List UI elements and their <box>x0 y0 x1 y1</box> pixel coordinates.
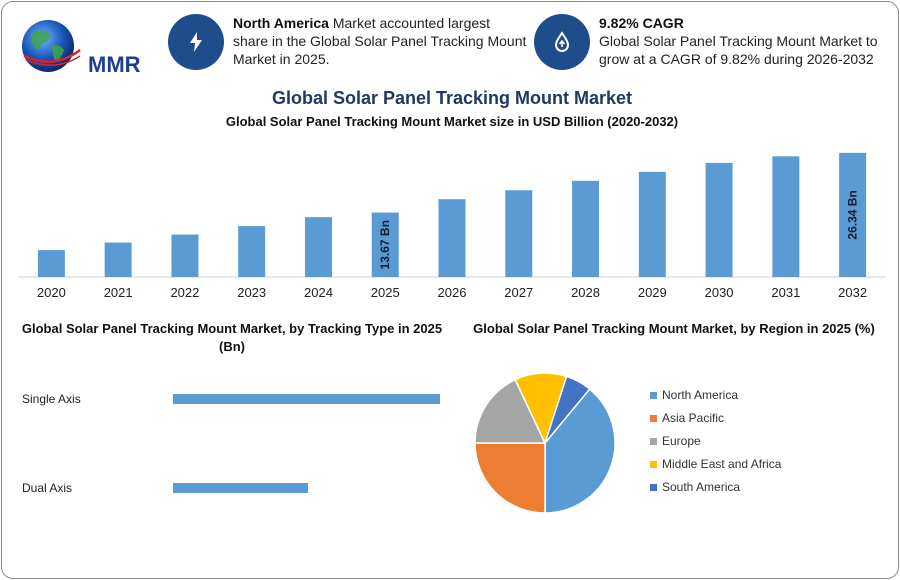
stat1-bold: North America <box>233 15 329 31</box>
bar-2024 <box>304 217 332 277</box>
growth-drop-icon <box>534 14 590 70</box>
stat1-text: North America Market accounted largest s… <box>233 14 528 68</box>
stat2-bold: 9.82% CAGR <box>599 15 684 31</box>
region-pie-title: Global Solar Panel Tracking Mount Market… <box>473 321 875 336</box>
pie-slice-europe <box>474 378 547 444</box>
bar-2028 <box>572 180 600 277</box>
x-tick-label: 2020 <box>37 285 66 300</box>
bar-2020 <box>37 250 65 277</box>
legend-swatch <box>650 438 657 445</box>
bar-data-label: 26.34 Bn <box>846 190 860 239</box>
logo-text: MMR <box>88 52 140 77</box>
bar-2027 <box>505 190 533 277</box>
lightning-icon <box>168 14 224 70</box>
hbar-category-label: Dual Axis <box>22 481 72 495</box>
bar-2021 <box>104 242 132 277</box>
market-size-bar-chart: 2020 2021 2022 2023 2024 2025 2026 2027 2028 2029… <box>18 152 886 300</box>
bar-data-label: 13.67 Bn <box>378 220 392 269</box>
x-tick-label: 2023 <box>237 285 266 300</box>
bar-2029 <box>638 171 666 277</box>
legend-label: Asia Pacific <box>662 411 724 425</box>
legend-swatch <box>650 415 657 422</box>
pie-slice-south-america <box>544 375 591 444</box>
bar-2025 <box>371 212 399 277</box>
stat2-body: Global Solar Panel Tracking Mount Market… <box>599 33 878 67</box>
x-tick-label: 2032 <box>838 285 867 300</box>
x-tick-label: 2028 <box>571 285 600 300</box>
bar-2032 <box>839 152 867 277</box>
pie-slice-asia-pacific <box>474 442 546 514</box>
bar-2030 <box>705 162 733 277</box>
stat1-body: Market accounted largest share in the Gl… <box>233 15 527 67</box>
legend-label: Middle East and Africa <box>662 457 782 471</box>
x-tick-label: 2026 <box>438 285 467 300</box>
legend-label: Europe <box>662 434 701 448</box>
stat2-text: 9.82% CAGR Global Solar Panel Tracking Mo… <box>599 14 894 68</box>
legend-swatch <box>650 484 657 491</box>
legend-label: North America <box>662 388 738 402</box>
main-title: Global Solar Panel Tracking Mount Market <box>271 88 633 108</box>
region-pie-chart: North America Asia Pacific Europe Middle Ea… <box>474 372 782 514</box>
hbar-dual-axis <box>173 483 308 493</box>
tracking-type-bar-chart: Single Axis Dual Axis <box>22 392 440 495</box>
mmr-logo: MMR <box>18 16 141 80</box>
bar-chart-title: Global Solar Panel Tracking Mount Market… <box>225 114 679 129</box>
x-tick-label: 2030 <box>705 285 734 300</box>
x-tick-label: 2029 <box>638 285 667 300</box>
stat-north-america: North America Market accounted largest s… <box>168 14 528 70</box>
bar-2031 <box>772 156 800 277</box>
globe-logo-icon: MMR <box>22 20 141 77</box>
x-tick-label: 2022 <box>170 285 199 300</box>
x-tick-label: 2024 <box>304 285 333 300</box>
x-tick-label: 2025 <box>371 285 400 300</box>
x-tick-label: 2021 <box>104 285 133 300</box>
hbar-single-axis <box>173 394 440 404</box>
legend-swatch <box>650 392 657 399</box>
bar-2026 <box>438 199 466 277</box>
bar-2022 <box>171 234 199 277</box>
bar-2023 <box>238 226 266 277</box>
tracking-type-title: Global Solar Panel Tracking Mount Market… <box>21 321 443 354</box>
stat-cagr: 9.82% CAGR Global Solar Panel Tracking Mo… <box>534 14 894 70</box>
legend-swatch <box>650 461 657 468</box>
pie-slice-north-america <box>544 388 616 514</box>
hbar-category-label: Single Axis <box>22 392 81 406</box>
x-tick-label: 2031 <box>771 285 800 300</box>
legend-label: South America <box>662 480 740 494</box>
x-tick-label: 2027 <box>504 285 533 300</box>
